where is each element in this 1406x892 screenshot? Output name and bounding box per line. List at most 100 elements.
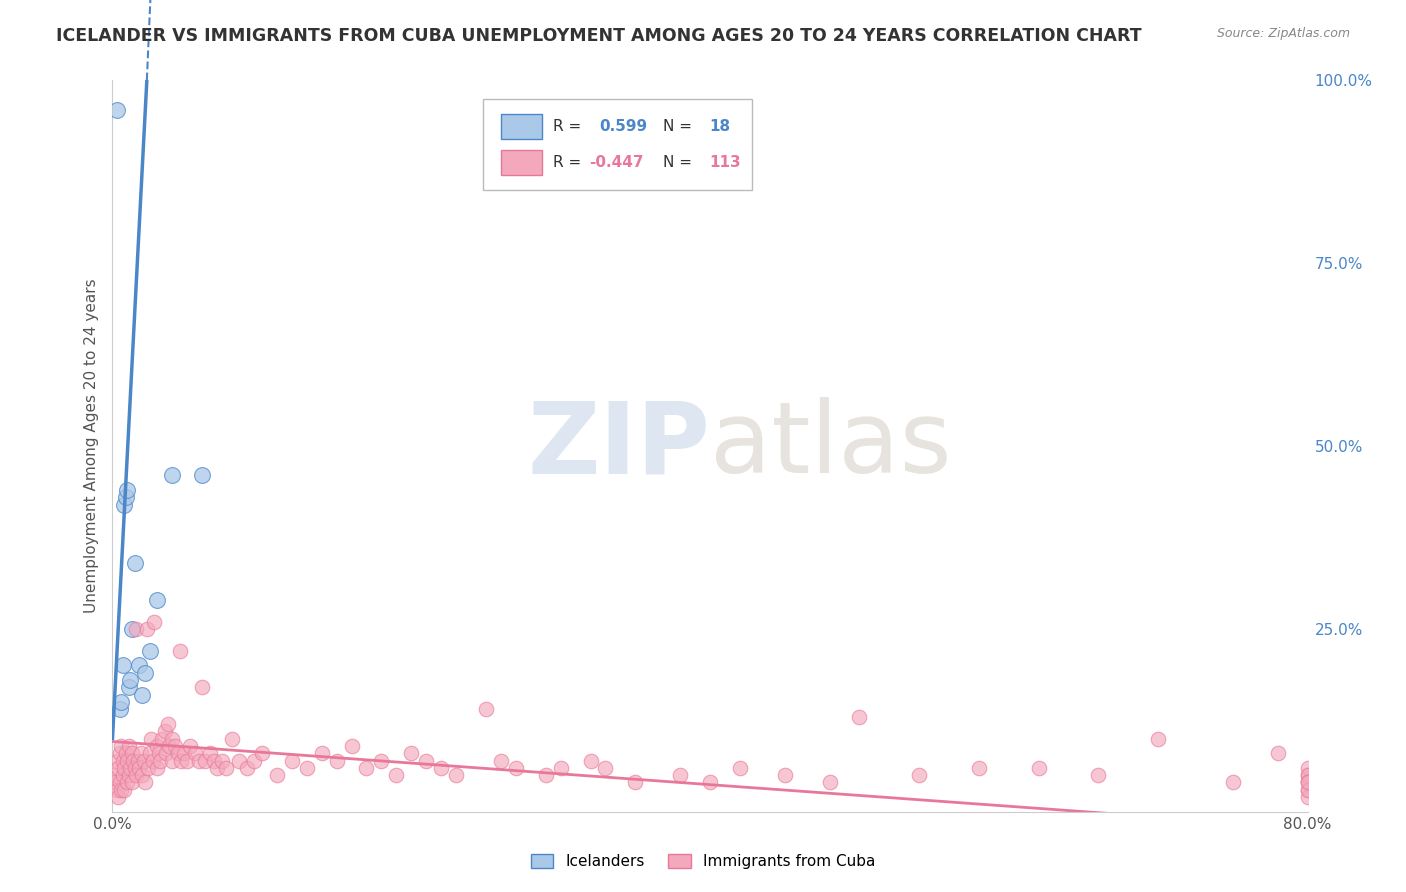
Point [475, 702, 498, 716]
Point [967, 761, 990, 775]
Point [117, 754, 139, 768]
Point [131, 768, 153, 782]
Point [1296, 775, 1319, 789]
Point [157, 739, 180, 753]
Point [444, 768, 467, 782]
Point [139, 746, 162, 760]
Point [156, 717, 179, 731]
Point [153, 724, 176, 739]
Text: 0.599: 0.599 [599, 119, 647, 134]
Point [111, 754, 134, 768]
Point [165, 739, 187, 753]
Point [167, 746, 190, 760]
Point [125, 622, 148, 636]
Point [773, 768, 796, 782]
Point [115, 490, 138, 504]
Point [134, 775, 156, 789]
Point [489, 754, 512, 768]
Point [534, 768, 557, 782]
FancyBboxPatch shape [484, 99, 752, 190]
Point [108, 746, 131, 760]
Point [141, 731, 163, 746]
Point [118, 768, 141, 782]
Point [1296, 782, 1319, 797]
Text: R =: R = [554, 119, 586, 134]
Point [150, 731, 173, 746]
Point [170, 754, 193, 768]
Point [122, 754, 145, 768]
Point [415, 754, 437, 768]
Point [120, 673, 142, 687]
Point [108, 775, 131, 789]
Point [115, 746, 138, 760]
Point [179, 739, 201, 753]
Point [131, 688, 153, 702]
Point [505, 761, 527, 775]
Point [107, 790, 129, 805]
Point [155, 746, 177, 760]
Point [595, 761, 617, 775]
Point [105, 103, 128, 117]
Point [104, 775, 127, 789]
Text: Source: ZipAtlas.com: Source: ZipAtlas.com [1216, 27, 1350, 40]
Point [173, 746, 195, 760]
Point [121, 622, 143, 636]
Point [129, 746, 152, 760]
Text: 18: 18 [709, 119, 730, 134]
Point [340, 739, 363, 753]
Point [1296, 768, 1319, 782]
Point [111, 768, 134, 782]
Point [1087, 768, 1109, 782]
Y-axis label: Unemployment Among Ages 20 to 24 years: Unemployment Among Ages 20 to 24 years [83, 278, 98, 614]
Point [243, 754, 266, 768]
Text: -0.447: -0.447 [589, 154, 644, 169]
Point [1296, 768, 1319, 782]
FancyBboxPatch shape [501, 114, 541, 139]
Point [183, 746, 205, 760]
Point [236, 761, 259, 775]
Point [699, 775, 721, 789]
Point [124, 761, 146, 775]
Point [121, 746, 143, 760]
Point [120, 761, 142, 775]
Point [117, 483, 139, 497]
Point [281, 754, 304, 768]
Point [110, 782, 132, 797]
Point [191, 468, 214, 483]
Point [202, 754, 225, 768]
Point [176, 754, 198, 768]
Point [134, 665, 156, 680]
Point [818, 775, 841, 789]
Text: R =: R = [554, 154, 586, 169]
Point [110, 739, 132, 753]
Point [1296, 782, 1319, 797]
Point [124, 556, 146, 570]
Point [430, 761, 453, 775]
Point [295, 761, 318, 775]
Point [107, 761, 129, 775]
Point [105, 782, 128, 797]
Text: 113: 113 [709, 154, 741, 169]
Point [624, 775, 647, 789]
Point [125, 768, 148, 782]
Point [169, 644, 191, 658]
Point [132, 754, 155, 768]
Point [142, 754, 165, 768]
Point [1296, 761, 1319, 775]
Point [579, 754, 602, 768]
Legend: Icelanders, Immigrants from Cuba: Icelanders, Immigrants from Cuba [524, 848, 882, 875]
Point [356, 761, 378, 775]
Point [370, 754, 392, 768]
Point [139, 644, 162, 658]
Point [221, 731, 243, 746]
Point [162, 754, 183, 768]
Point [114, 761, 135, 775]
Point [105, 754, 128, 768]
Point [194, 754, 217, 768]
Point [128, 658, 150, 673]
Point [118, 681, 141, 695]
Point [162, 731, 183, 746]
Point [1267, 746, 1289, 760]
Point [114, 782, 135, 797]
Point [162, 468, 183, 483]
